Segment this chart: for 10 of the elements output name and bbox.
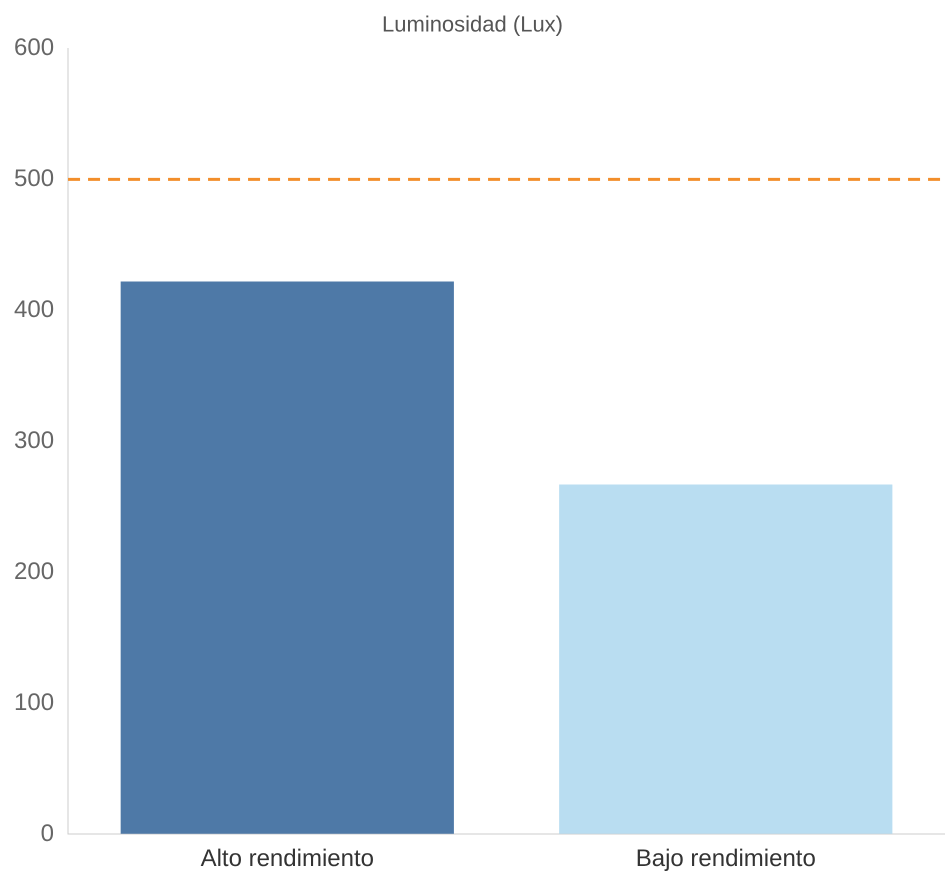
- y-tick-label: 400: [14, 296, 54, 323]
- y-tick-label: 500: [14, 164, 54, 192]
- y-tick-label: 0: [40, 820, 54, 847]
- x-tick-label: Bajo rendimiento: [636, 845, 816, 872]
- chart-title: Luminosidad (Lux): [382, 11, 563, 36]
- y-tick-label: 100: [14, 688, 54, 716]
- y-tick-label: 600: [14, 34, 54, 62]
- y-tick-label: 300: [14, 426, 54, 454]
- y-tick-label: 200: [14, 558, 54, 585]
- x-tick-label: Alto rendimiento: [200, 845, 374, 872]
